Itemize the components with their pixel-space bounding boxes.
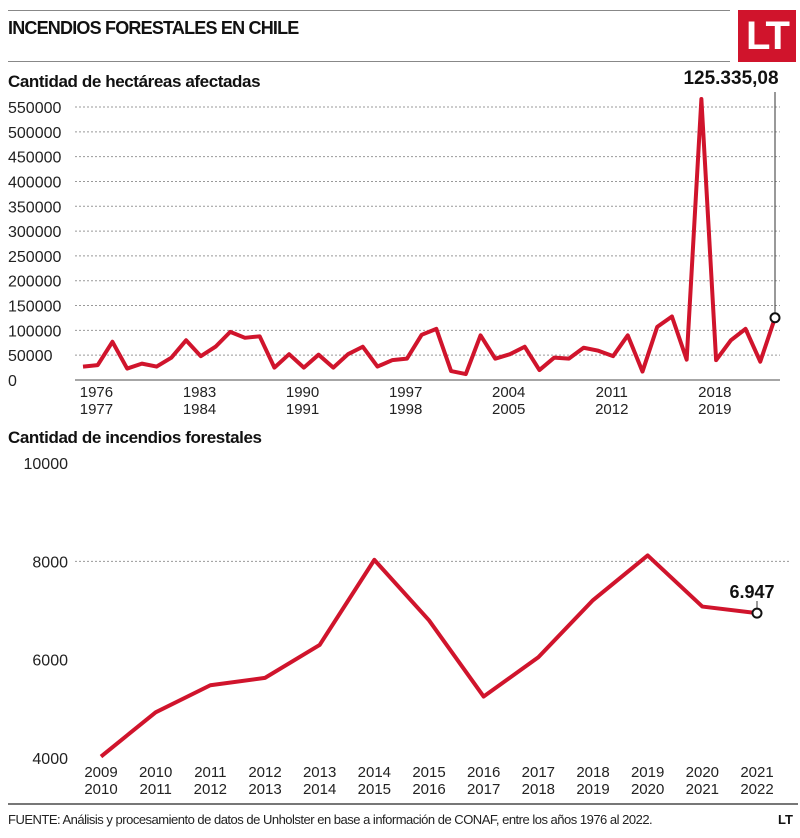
x-tick-label: 2019 xyxy=(631,764,664,781)
y-tick-label: 500000 xyxy=(8,125,61,142)
x-tick-label: 2020 xyxy=(631,781,664,798)
x-tick-label: 2014 xyxy=(303,781,336,798)
chart2-title: Cantidad de incendios forestales xyxy=(8,428,262,447)
x-tick-label: 1983 xyxy=(183,384,216,401)
y-tick-label: 100000 xyxy=(8,323,61,340)
y-tick-label: 6000 xyxy=(32,653,68,670)
y-tick-label: 200000 xyxy=(8,274,61,291)
x-tick-label: 2018 xyxy=(698,384,731,401)
x-tick-label: 2016 xyxy=(467,764,500,781)
annotation-marker xyxy=(769,312,781,324)
x-tick-label: 2017 xyxy=(467,781,500,798)
x-tick-label: 2011 xyxy=(596,384,628,401)
x-tick-label: 2009 xyxy=(84,764,117,781)
x-tick-label: 2012 xyxy=(248,764,281,781)
fires-line xyxy=(99,553,758,759)
annotation-label: 125.335,08 xyxy=(683,68,778,89)
y-tick-label: 300000 xyxy=(8,224,61,241)
header-rule-top xyxy=(8,10,730,11)
x-tick-label: 1997 xyxy=(389,384,422,401)
header-rule-bottom xyxy=(8,61,730,62)
x-tick-label: 2015 xyxy=(412,764,445,781)
x-tick-label: 2014 xyxy=(358,764,391,781)
y-tick-label: 8000 xyxy=(32,554,68,571)
x-tick-label: 2013 xyxy=(248,781,281,798)
x-tick-label: 2015 xyxy=(358,781,391,798)
source-note: FUENTE: Análisis y procesamiento de dato… xyxy=(8,812,653,827)
x-tick-label: 1977 xyxy=(80,401,113,418)
x-tick-label: 2018 xyxy=(522,781,555,798)
y-tick-label: 400000 xyxy=(8,174,61,191)
y-tick-label: 50000 xyxy=(8,348,53,365)
x-tick-label: 2012 xyxy=(595,401,628,418)
chart1-title: Cantidad de hectáreas afectadas xyxy=(8,72,261,91)
y-tick-label: 550000 xyxy=(8,100,61,117)
y-tick-label: 350000 xyxy=(8,199,61,216)
x-tick-label: 2018 xyxy=(576,764,609,781)
x-tick-label: 2004 xyxy=(492,384,525,401)
x-tick-label: 2022 xyxy=(740,781,773,798)
x-tick-label: 2017 xyxy=(522,764,555,781)
x-tick-label: 1976 xyxy=(80,384,113,401)
x-tick-label: 2019 xyxy=(576,781,609,798)
x-tick-label: 2011 xyxy=(140,781,172,798)
x-tick-label: 2011 xyxy=(194,764,226,781)
y-tick-label: 0 xyxy=(8,373,17,390)
y-tick-label: 4000 xyxy=(32,751,68,768)
annotation-label: 6.947 xyxy=(729,582,774,602)
x-tick-label: 2010 xyxy=(139,764,172,781)
x-tick-label: 2016 xyxy=(412,781,445,798)
page-title: INCENDIOS FORESTALES EN CHILE xyxy=(8,18,299,38)
y-tick-label: 450000 xyxy=(8,150,61,167)
x-tick-label: 1991 xyxy=(286,401,319,418)
hectares-line xyxy=(82,97,777,377)
x-tick-label: 2021 xyxy=(740,764,773,781)
y-tick-label: 150000 xyxy=(8,299,61,316)
x-tick-label: 2019 xyxy=(698,401,731,418)
y-tick-label: 10000 xyxy=(24,456,69,473)
annotation-marker xyxy=(751,607,763,619)
x-tick-label: 2012 xyxy=(194,781,227,798)
x-tick-label: 2021 xyxy=(686,781,719,798)
x-tick-label: 1984 xyxy=(183,401,216,418)
footer-logo: LT xyxy=(778,812,793,827)
y-tick-label: 250000 xyxy=(8,249,61,266)
x-tick-label: 1990 xyxy=(286,384,319,401)
x-tick-label: 2010 xyxy=(84,781,117,798)
x-tick-label: 2020 xyxy=(686,764,719,781)
footer-rule xyxy=(8,803,798,805)
x-tick-label: 2013 xyxy=(303,764,336,781)
x-tick-label: 1998 xyxy=(389,401,422,418)
lt-logo: LT xyxy=(738,10,796,62)
x-tick-label: 2005 xyxy=(492,401,525,418)
